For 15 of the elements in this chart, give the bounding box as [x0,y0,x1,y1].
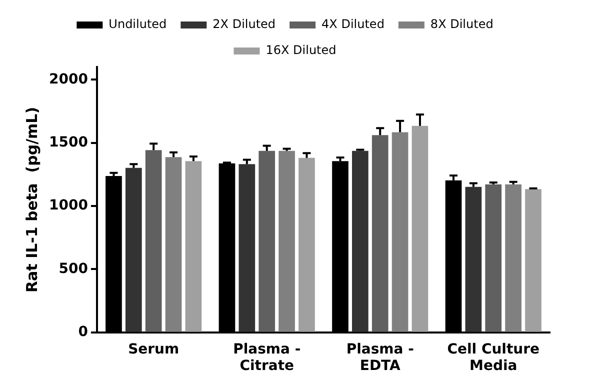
y-tick-label: 1500 [48,134,88,150]
y-tick-label: 2000 [48,71,88,88]
x-tick-label: Plasma - Citrate [233,341,301,374]
legend-label: 4X Diluted [322,17,384,32]
legend-label: 2X Diluted [212,17,276,32]
legend-label: Undiluted [108,17,167,32]
legend-label: 16X Diluted [266,43,336,58]
y-tick-label: 1000 [48,198,88,214]
legend-label: 8X Diluted [430,17,494,32]
x-tick-label: Plasma - EDTA [346,341,414,374]
y-tick-label: 0 [78,324,88,340]
x-tick-label: Serum [128,341,180,358]
x-tick-label: Cell Culture Media [447,341,540,374]
y-tick-label: 500 [58,260,88,277]
y-axis-title: Rat IL-1 beta (pg/mL) [22,106,41,292]
